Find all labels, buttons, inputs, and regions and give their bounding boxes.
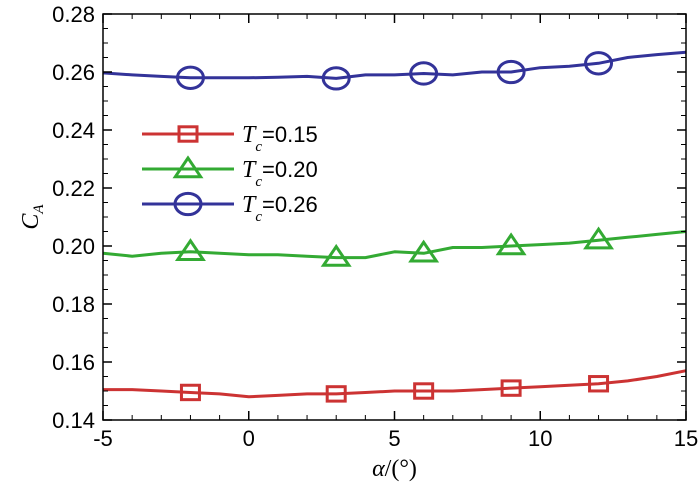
marker-circle bbox=[409, 61, 439, 86]
x-axis-unit: /(°) bbox=[385, 456, 417, 482]
legend-subscript: c bbox=[255, 139, 262, 155]
legend-value: =0.26 bbox=[262, 192, 318, 217]
marker-circle bbox=[584, 51, 614, 76]
series-line-1 bbox=[102, 230, 687, 260]
marker-circle bbox=[175, 65, 205, 90]
series-line-0 bbox=[103, 369, 687, 399]
marker-triangle bbox=[408, 239, 440, 263]
x-axis-symbol: α bbox=[372, 456, 385, 482]
y-tick-label: 0.20 bbox=[52, 234, 95, 259]
marker-square bbox=[588, 375, 610, 393]
y-axis-symbol: C bbox=[18, 213, 44, 230]
tick-labels: -5 0 5 10 15 0.14 0.16 0.18 0.20 0.22 0.24 0.26 0.28 bbox=[52, 2, 698, 451]
legend-symbol: T bbox=[242, 192, 257, 218]
x-tick-label: 10 bbox=[528, 426, 552, 451]
marker-square bbox=[325, 385, 347, 403]
marker-circle bbox=[496, 59, 526, 85]
legend-subscript: c bbox=[255, 209, 262, 225]
y-axis-subscript: A bbox=[31, 204, 47, 215]
y-tick-label: 0.24 bbox=[52, 118, 95, 143]
legend-symbol: T bbox=[242, 157, 257, 183]
marker-triangle bbox=[172, 155, 204, 179]
marker-circle bbox=[321, 66, 351, 91]
marker-square bbox=[413, 382, 435, 400]
marker-triangle bbox=[495, 232, 527, 256]
y-tick-label: 0.18 bbox=[52, 292, 95, 317]
marker-triangle bbox=[320, 243, 352, 267]
y-tick-label: 0.16 bbox=[52, 350, 95, 375]
legend-label-2: Tc=0.26 bbox=[242, 192, 318, 225]
legend-symbol: T bbox=[242, 122, 257, 148]
y-axis-title: CA bbox=[18, 204, 47, 230]
legend-label-1: Tc=0.20 bbox=[242, 157, 318, 190]
y-tick-label: 0.22 bbox=[52, 176, 95, 201]
legend-subscript: c bbox=[255, 174, 262, 190]
marker-circle bbox=[173, 191, 203, 217]
y-tick-label: 0.28 bbox=[52, 2, 95, 27]
marker-triangle bbox=[174, 238, 206, 261]
x-tick-label: 5 bbox=[388, 426, 400, 451]
plot-lines bbox=[102, 50, 687, 399]
x-tick-label: 15 bbox=[674, 426, 698, 451]
series-line-2 bbox=[102, 50, 687, 80]
y-tick-label: 0.26 bbox=[52, 60, 95, 85]
x-tick-label: 0 bbox=[243, 426, 255, 451]
legend-value: =0.15 bbox=[262, 122, 318, 147]
x-axis-title: α/(°) bbox=[372, 456, 417, 482]
marker-square bbox=[177, 125, 199, 143]
x-tick-label: -5 bbox=[93, 426, 113, 451]
legend-label-0: Tc=0.15 bbox=[242, 122, 318, 155]
svg-text:CA: CA bbox=[18, 204, 47, 230]
ticks bbox=[102, 13, 687, 421]
marker-square bbox=[179, 383, 201, 402]
marker-triangle bbox=[583, 226, 615, 250]
marker-square bbox=[500, 379, 522, 397]
plot-markers bbox=[174, 51, 615, 403]
legend-value: =0.20 bbox=[262, 157, 318, 182]
y-tick-label: 0.14 bbox=[52, 408, 95, 433]
